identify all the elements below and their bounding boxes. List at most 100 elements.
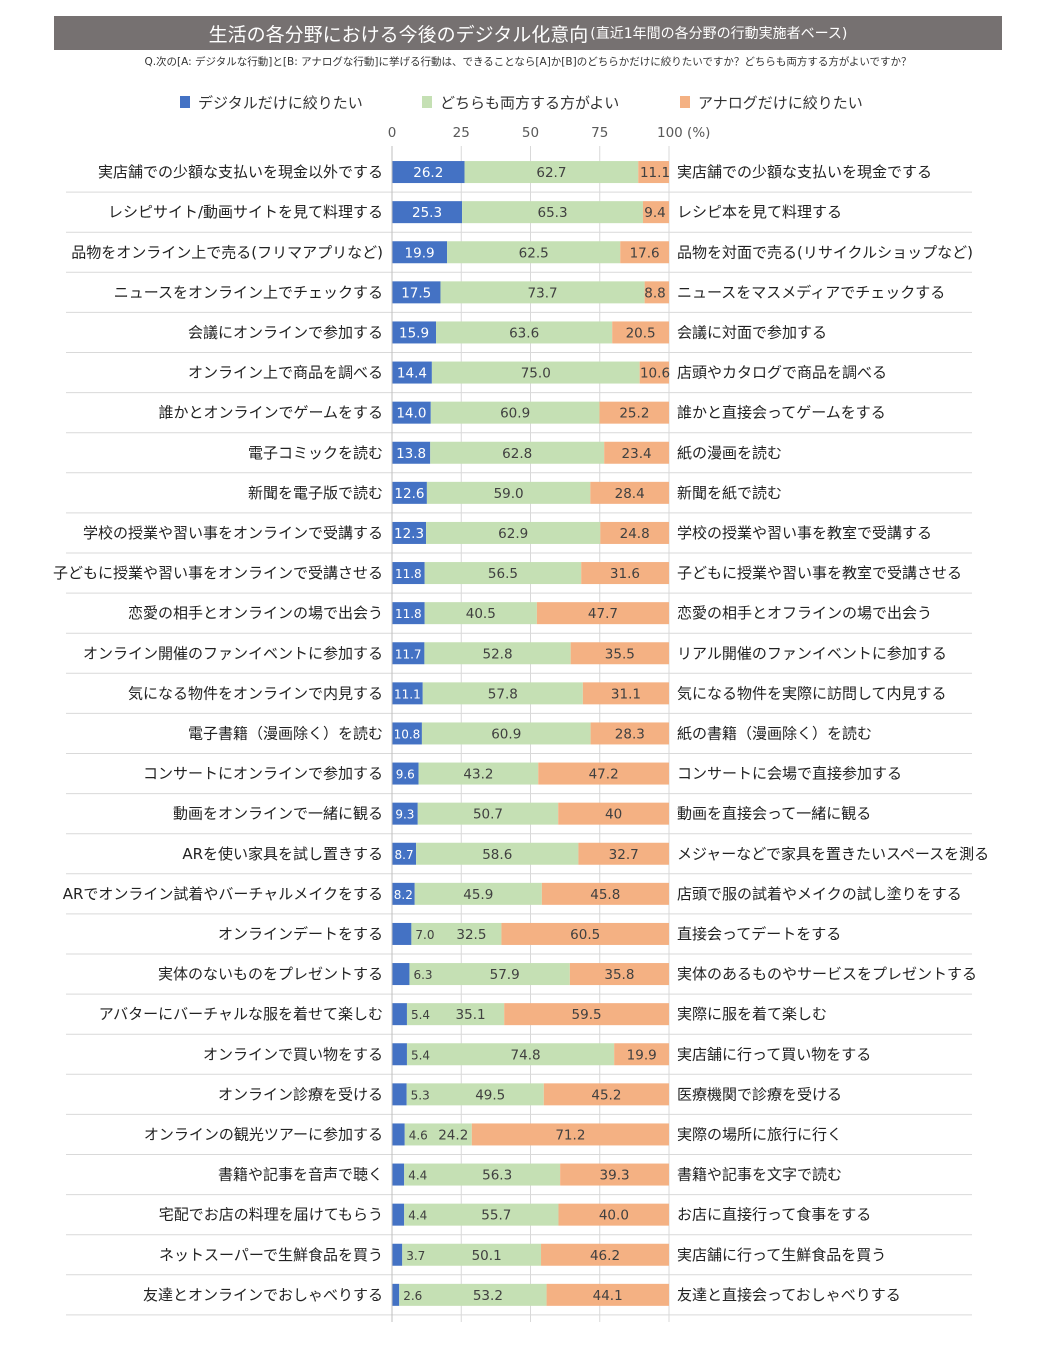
- value-both: 63.6: [509, 325, 539, 341]
- bar-both: [447, 241, 621, 264]
- value-analog: 71.2: [555, 1127, 585, 1143]
- category-label-digital: ニュースをオンライン上でチェックする: [114, 283, 383, 301]
- value-analog: 9.4: [644, 205, 665, 221]
- value-digital: 11.8: [395, 567, 422, 581]
- bar-analog: [604, 441, 669, 464]
- category-label-analog: 実際の場所に旅行に行く: [677, 1125, 842, 1143]
- bar-digital: [392, 521, 427, 544]
- value-both: 65.3: [537, 205, 567, 221]
- bar-digital: [392, 1123, 405, 1146]
- value-both: 24.2: [438, 1127, 468, 1143]
- bar-analog: [536, 602, 669, 625]
- bar-analog: [543, 1083, 669, 1106]
- chart-legend: デジタルだけに絞りたい どちらも両方する方がよい アナログだけに絞りたい: [0, 92, 1064, 112]
- bar-analog: [541, 882, 669, 905]
- bar-both: [424, 642, 571, 665]
- category-label-analog: 紙の書籍（漫画除く）を読む: [677, 724, 872, 742]
- value-analog: 25.2: [619, 406, 649, 422]
- value-both: 53.2: [473, 1288, 503, 1304]
- bar-analog: [590, 722, 669, 745]
- category-label-analog: レシピ本を見て料理する: [677, 203, 842, 221]
- category-label-digital: 動画をオンラインで一緒に観る: [173, 805, 383, 823]
- category-label-digital: 学校の授業や習い事をオンラインで受講する: [83, 524, 383, 542]
- bar-both: [430, 401, 600, 424]
- bar-analog: [614, 1043, 669, 1066]
- value-analog: 11.1: [640, 165, 670, 181]
- bar-analog: [578, 842, 669, 865]
- value-both: 75.0: [521, 366, 551, 382]
- value-both: 62.9: [498, 526, 528, 542]
- category-label-digital: オンライン診療を受ける: [218, 1085, 383, 1103]
- value-both: 43.2: [463, 767, 493, 783]
- bar-digital: [392, 682, 423, 705]
- value-digital: 5.4: [411, 1048, 430, 1062]
- category-label-analog: 友達と直接会っておしゃべりする: [677, 1286, 901, 1304]
- category-label-digital: 恋愛の相手とオンラインの場で出会う: [128, 604, 383, 622]
- legend-label-digital: デジタルだけに絞りたい: [198, 93, 363, 112]
- value-digital: 15.9: [399, 325, 429, 341]
- value-both: 74.8: [511, 1047, 541, 1063]
- bar-both: [406, 1083, 544, 1106]
- value-analog: 24.8: [620, 526, 650, 542]
- bar-both: [414, 882, 542, 905]
- category-label-digital: アバターにバーチャルな服を着せて楽しむ: [99, 1005, 383, 1023]
- bar-digital: [392, 722, 422, 745]
- bar-digital: [392, 1163, 405, 1186]
- value-analog: 32.7: [609, 847, 639, 863]
- value-both: 60.9: [500, 406, 530, 422]
- bar-both: [421, 722, 591, 745]
- bar-digital: [392, 441, 431, 464]
- value-both: 62.7: [536, 165, 566, 181]
- value-digital: 3.7: [406, 1249, 425, 1263]
- value-digital: 14.4: [397, 366, 427, 382]
- category-label-analog: 実際に服を着て楽しむ: [677, 1005, 827, 1023]
- legend-item-digital: デジタルだけに絞りたい: [180, 92, 363, 112]
- category-label-digital: 実体のないものをプレゼントする: [158, 965, 383, 983]
- value-both: 49.5: [475, 1087, 505, 1103]
- value-analog: 60.5: [570, 927, 600, 943]
- bar-digital: [392, 882, 415, 905]
- category-label-analog: 実店舗での少額な支払いを現金でする: [677, 163, 932, 181]
- value-both: 60.9: [491, 726, 521, 742]
- value-analog: 8.8: [644, 285, 665, 301]
- survey-question: Q.次の[A: デジタルな行動]と[B: アナログな行動]に挙げる行動は、できる…: [144, 56, 912, 68]
- bar-digital: [392, 762, 419, 785]
- category-label-digital: 会議にオンラインで参加する: [188, 323, 383, 341]
- category-label-analog: 紙の漫画を読む: [677, 444, 782, 462]
- category-label-digital: 宅配でお店の料理を届けてもらう: [159, 1206, 383, 1224]
- bar-analog: [639, 361, 669, 384]
- category-label-digital: 友達とオンラインでおしゃべりする: [143, 1286, 383, 1304]
- value-analog: 31.6: [610, 566, 640, 582]
- bar-both: [426, 521, 601, 544]
- value-analog: 47.2: [589, 767, 619, 783]
- category-label-analog: お店に直接行って食事をする: [677, 1206, 871, 1224]
- value-both: 62.5: [519, 245, 549, 261]
- category-label-analog: コンサートに会場で直接参加する: [677, 765, 902, 783]
- bar-both: [462, 201, 643, 224]
- value-digital: 5.3: [411, 1088, 430, 1102]
- x-tick-label: 0: [388, 125, 397, 141]
- value-analog: 45.8: [590, 887, 620, 903]
- category-label-analog: 動画を直接会って一緒に観る: [677, 805, 871, 823]
- bar-analog: [620, 241, 669, 264]
- category-label-digital: 実店舗での少額な支払いを現金以外でする: [98, 163, 383, 181]
- value-digital: 26.2: [413, 165, 443, 181]
- bar-digital: [392, 1083, 407, 1106]
- category-label-analog: 店頭で服の試着やメイクの試し塗りをする: [677, 885, 962, 903]
- value-both: 35.1: [456, 1007, 486, 1023]
- category-label-analog: 会議に対面で参加する: [677, 323, 827, 341]
- chart-title: 生活の各分野における今後のデジタル化意向: [208, 23, 589, 46]
- bar-analog: [644, 281, 669, 304]
- value-digital: 25.3: [412, 205, 442, 221]
- bar-digital: [392, 161, 465, 184]
- bar-analog: [558, 802, 669, 825]
- bar-both: [422, 682, 583, 705]
- value-digital: 11.8: [395, 607, 422, 621]
- bar-both: [406, 1003, 505, 1026]
- category-label-digital: 新聞を電子版で読む: [248, 484, 383, 502]
- value-digital: 12.6: [394, 486, 424, 502]
- legend-item-analog: アナログだけに絞りたい: [680, 92, 863, 112]
- value-digital: 13.8: [396, 446, 426, 462]
- x-tick-label: 100 (%): [657, 125, 710, 141]
- value-digital: 12.3: [394, 526, 424, 542]
